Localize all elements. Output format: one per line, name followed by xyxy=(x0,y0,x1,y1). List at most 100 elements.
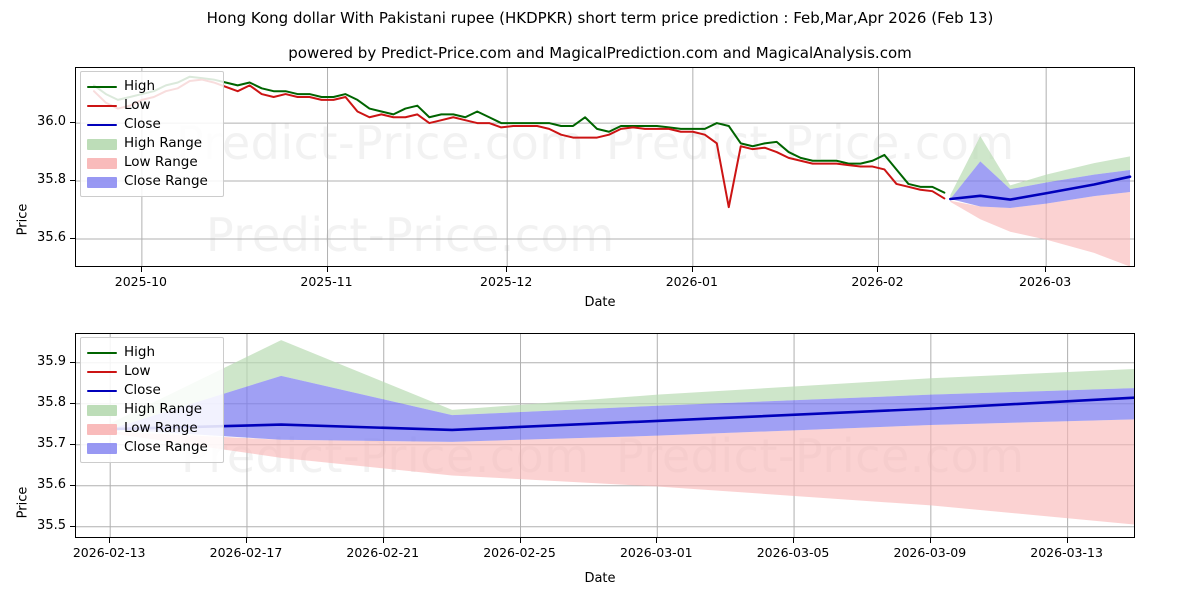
x-axis-label-top: Date xyxy=(584,295,616,310)
legend-item-close-range: Close Range xyxy=(87,438,216,457)
legend-swatch-mark xyxy=(87,85,117,88)
legend-label: High Range xyxy=(124,401,203,417)
x-tick-mark xyxy=(877,267,879,272)
legend-swatch-mark xyxy=(87,370,117,373)
legend-item-high-range: High Range xyxy=(87,134,216,153)
y-tick-label: 35.8 xyxy=(37,172,66,188)
legend-line-swatch xyxy=(87,384,117,398)
x-tick-label: 2026-02-25 xyxy=(483,545,556,560)
x-tick-label: 2026-03-13 xyxy=(1030,545,1103,560)
legend-label: High xyxy=(124,344,156,360)
x-tick-mark xyxy=(793,538,795,543)
legend-bottom: High Low Close High Range Low Range Close Ran… xyxy=(80,337,224,463)
legend-label: Close Range xyxy=(124,439,208,455)
legend-line-swatch xyxy=(87,80,117,94)
short-term-panel: Price 35.5 35.6 35.7 35.8 35.9 2026-02-13 202… xyxy=(0,330,1200,600)
x-tick-label: 2025-12 xyxy=(480,274,533,289)
legend-label: High xyxy=(124,78,156,94)
x-tick-mark xyxy=(929,538,931,543)
x-tick-mark xyxy=(140,267,142,272)
x-tick-mark xyxy=(326,267,328,272)
legend-top: High Low Close High Range Low Range Close Ran… xyxy=(80,71,224,197)
legend-swatch-mark xyxy=(87,389,117,392)
y-tick-label: 35.7 xyxy=(37,435,66,451)
y-tick-mark xyxy=(70,122,75,124)
legend-line-swatch xyxy=(87,365,117,379)
x-axis-label-bottom: Date xyxy=(584,571,616,586)
y-tick-mark xyxy=(70,443,75,445)
y-tick-mark xyxy=(70,238,75,239)
x-tick-mark xyxy=(656,538,658,543)
page-subtitle: powered by Predict-Price.com and Magical… xyxy=(288,44,912,62)
y-tick-mark xyxy=(70,180,75,182)
legend-label: Low Range xyxy=(124,420,198,436)
legend-swatch-mark xyxy=(87,423,117,435)
legend-line-swatch xyxy=(87,346,117,360)
legend-patch-swatch xyxy=(87,403,117,417)
x-tick-mark xyxy=(382,538,384,543)
long-term-panel: Price 35.6 35.8 36.0 2025-10 2025-11 2025-12… xyxy=(0,62,1200,322)
legend-item-low: Low xyxy=(87,96,216,115)
legend-label: Low xyxy=(124,363,151,379)
x-tick-mark xyxy=(506,267,508,272)
legend-label: Low xyxy=(124,97,151,113)
legend-patch-swatch xyxy=(87,137,117,151)
legend-swatch-mark xyxy=(87,157,117,169)
x-tick-mark xyxy=(1045,267,1047,272)
x-tick-label: 2026-02 xyxy=(851,274,904,289)
legend-line-swatch xyxy=(87,99,117,113)
plot-area-top: Predict-Price.com Predict-Price.com Pred… xyxy=(75,67,1135,267)
y-tick-mark xyxy=(70,525,75,527)
legend-label: Close Range xyxy=(124,173,208,189)
legend-item-close-range: Close Range xyxy=(87,172,216,191)
legend-item-high-range: High Range xyxy=(87,400,216,419)
legend-item-high: High xyxy=(87,77,216,96)
legend-item-low: Low xyxy=(87,362,216,381)
legend-swatch-mark xyxy=(87,104,117,107)
legend-label: High Range xyxy=(124,135,203,151)
legend-patch-swatch xyxy=(87,441,117,455)
series-canvas-bottom xyxy=(76,334,1134,537)
legend-item-close: Close xyxy=(87,115,216,134)
legend-swatch-mark xyxy=(87,351,117,354)
legend-patch-swatch xyxy=(87,422,117,436)
legend-item-low-range: Low Range xyxy=(87,419,216,438)
x-tick-mark xyxy=(1066,538,1068,543)
legend-swatch-mark xyxy=(87,442,117,454)
x-tick-label: 2025-11 xyxy=(300,274,353,289)
legend-line-swatch xyxy=(87,118,117,132)
x-tick-mark xyxy=(109,538,111,543)
x-tick-label: 2026-01 xyxy=(665,274,718,289)
x-tick-label: 2026-03-05 xyxy=(756,545,830,560)
x-tick-mark xyxy=(245,538,247,543)
x-tick-label: 2026-02-13 xyxy=(72,545,146,560)
x-tick-mark xyxy=(691,267,693,272)
page-title: Hong Kong dollar With Pakistani rupee (H… xyxy=(206,9,994,27)
legend-swatch-mark xyxy=(87,176,117,188)
y-tick-mark xyxy=(70,484,75,486)
legend-item-close: Close xyxy=(87,381,216,400)
plot-area-bottom: Predict-Price.com Predict-Price.com xyxy=(75,333,1135,538)
legend-swatch-mark xyxy=(87,138,117,150)
y-tick-mark xyxy=(70,361,75,363)
legend-swatch-mark xyxy=(87,404,117,416)
y-tick-label: 35.6 xyxy=(37,476,66,492)
legend-item-low-range: Low Range xyxy=(87,153,216,172)
legend-patch-swatch xyxy=(87,175,117,189)
y-tick-mark xyxy=(70,402,75,404)
y-tick-label: 35.8 xyxy=(37,394,66,410)
x-tick-label: 2026-03-09 xyxy=(893,545,967,560)
x-tick-label: 2026-02-17 xyxy=(209,545,283,560)
legend-item-high: High xyxy=(87,343,216,362)
x-tick-label: 2026-02-21 xyxy=(346,545,420,560)
legend-label: Close xyxy=(124,382,161,398)
y-tick-label: 35.6 xyxy=(37,230,66,245)
legend-label: Close xyxy=(124,116,161,132)
x-tick-label: 2026-03 xyxy=(1019,274,1072,289)
y-tick-label: 35.5 xyxy=(37,517,66,533)
legend-swatch-mark xyxy=(87,123,117,126)
x-tick-mark xyxy=(519,538,521,543)
y-tick-label: 35.9 xyxy=(37,353,66,369)
legend-patch-swatch xyxy=(87,156,117,170)
